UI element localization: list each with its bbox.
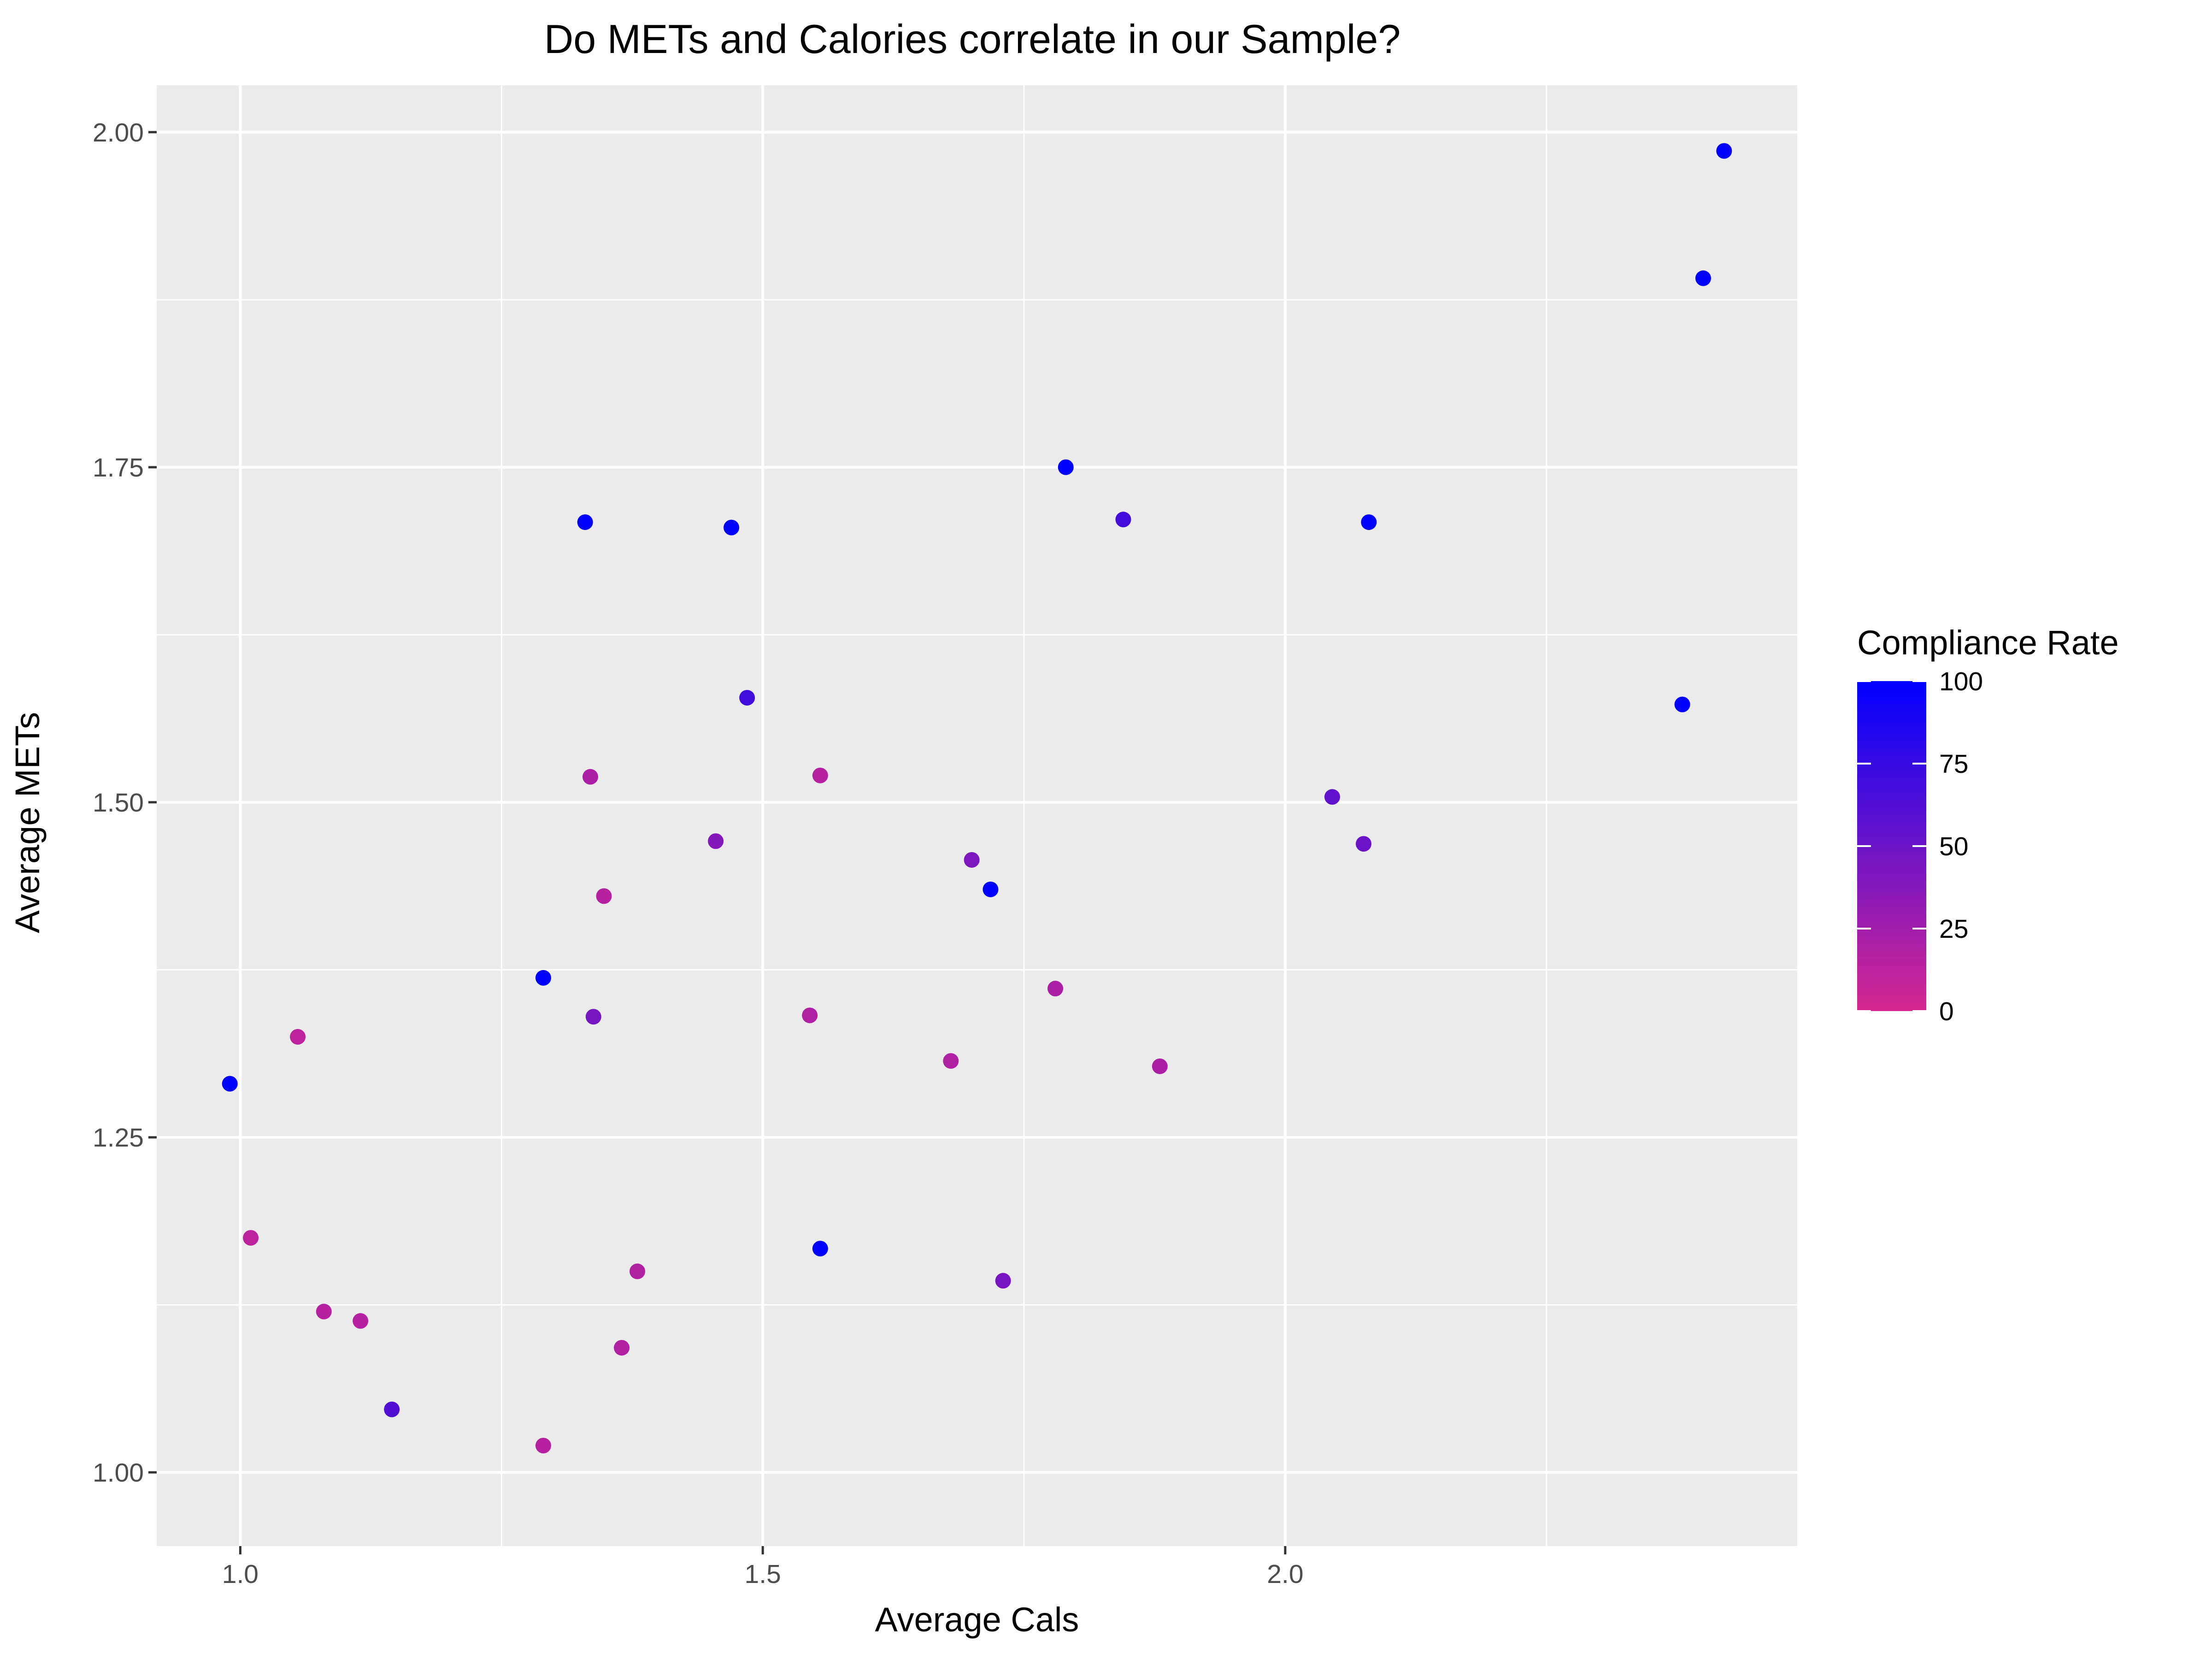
data-point	[596, 888, 612, 904]
y-tick-label: 1.75	[93, 453, 144, 482]
data-point	[724, 519, 740, 535]
data-point	[1674, 696, 1690, 712]
y-tick-label: 1.25	[93, 1123, 144, 1153]
data-point	[982, 881, 999, 897]
x-tick-label: 1.0	[222, 1559, 259, 1589]
data-point	[577, 514, 593, 530]
data-point	[943, 1053, 959, 1069]
y-tick-label: 2.00	[93, 118, 144, 147]
data-point	[1115, 512, 1131, 528]
data-point	[1355, 836, 1371, 852]
colorbar-tick-label: 50	[1939, 832, 1968, 861]
x-tick-label: 2.0	[1267, 1559, 1303, 1589]
data-point	[812, 767, 828, 783]
x-axis-title: Average Cals	[875, 1600, 1079, 1639]
data-point	[290, 1029, 306, 1045]
data-point	[964, 852, 980, 868]
colorbar-tick-label: 0	[1939, 997, 1954, 1026]
data-point	[629, 1263, 646, 1279]
data-point	[1058, 459, 1074, 475]
data-points	[222, 143, 1732, 1453]
data-point	[384, 1401, 400, 1418]
data-point	[1047, 981, 1064, 997]
data-point	[1361, 514, 1377, 530]
data-point	[1716, 143, 1732, 159]
y-tick-label: 1.50	[93, 788, 144, 818]
data-point	[1324, 789, 1340, 805]
data-point	[316, 1304, 332, 1320]
data-point	[353, 1313, 369, 1329]
major-gridlines	[157, 85, 1797, 1546]
legend-title: Compliance Rate	[1857, 624, 2119, 662]
colorbar-ticks: 0 25 50 75 100	[1857, 667, 1983, 1026]
data-point	[1152, 1058, 1168, 1074]
color-legend: Compliance Rate 0 25 50 75 100	[1857, 624, 2119, 1026]
colorbar-tick-label: 25	[1939, 914, 1968, 944]
data-point	[222, 1076, 238, 1092]
data-point	[708, 833, 724, 849]
data-point	[995, 1273, 1011, 1289]
y-axis-ticks: 1.00 1.25 1.50 1.75 2.00	[93, 118, 157, 1488]
minor-gridlines	[157, 85, 1797, 1546]
data-point	[739, 690, 755, 706]
chart-title: Do METs and Calories correlate in our Sa…	[544, 16, 1401, 62]
plot-panel	[157, 85, 1797, 1546]
data-point	[614, 1340, 630, 1356]
y-tick-label: 1.00	[93, 1458, 144, 1488]
data-point	[582, 769, 599, 785]
data-point	[535, 970, 551, 986]
data-point	[585, 1009, 601, 1025]
data-point	[1695, 270, 1711, 286]
data-point	[802, 1007, 818, 1024]
data-point	[535, 1437, 551, 1453]
colorbar-tick-label: 75	[1939, 749, 1968, 779]
data-point	[243, 1230, 259, 1246]
y-axis-title: Average METs	[8, 712, 47, 933]
x-axis-ticks: 1.0 1.5 2.0	[222, 1546, 1304, 1589]
colorbar-tick-label: 100	[1939, 667, 1983, 696]
x-tick-label: 1.5	[745, 1559, 781, 1589]
data-point	[812, 1241, 828, 1257]
